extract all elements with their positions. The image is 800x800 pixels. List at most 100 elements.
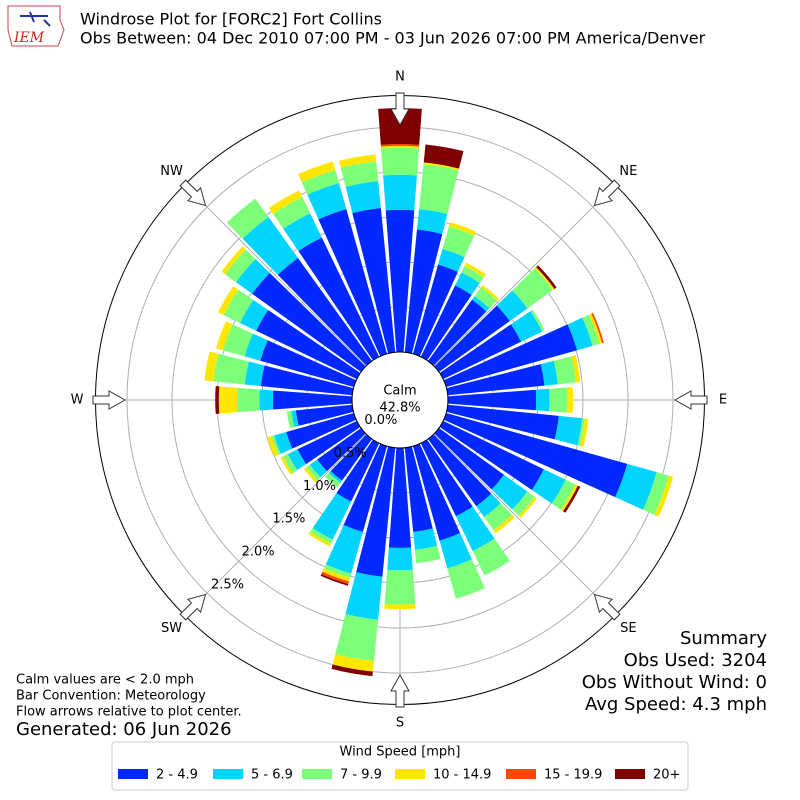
bar-segment <box>563 485 581 513</box>
bar-segment <box>535 388 550 412</box>
y-tick-label: 2.5% <box>211 578 244 593</box>
x-tick-label: W <box>71 393 84 408</box>
legend-swatch <box>118 769 148 779</box>
summary-line: Obs Without Wind: 0 <box>582 672 767 693</box>
flow-arrow <box>673 390 708 410</box>
bar-segment <box>439 324 522 380</box>
bar-segment <box>307 183 347 220</box>
bar-segment <box>428 434 492 507</box>
legend-label: 7 - 9.9 <box>340 768 382 783</box>
bar-segment <box>273 196 311 229</box>
bar-segment <box>324 473 341 488</box>
x-tick-label: NW <box>160 164 183 179</box>
calm-circle <box>351 351 449 449</box>
bar-segment <box>322 568 350 582</box>
bar-segment <box>221 246 246 275</box>
bar-segment <box>643 472 669 515</box>
bar-segment <box>223 289 254 323</box>
note: Bar Convention: Meteorology <box>16 689 206 704</box>
y-tick-label: 2.0% <box>242 545 275 560</box>
bar-segment <box>443 412 628 498</box>
grid-line <box>184 433 367 616</box>
bar-segment <box>308 531 331 547</box>
generated: Generated: 06 Jun 2026 <box>16 719 232 740</box>
bar-segment <box>380 145 420 149</box>
bar-segment <box>291 410 299 427</box>
legend-label: 20+ <box>653 768 680 783</box>
bar-segment <box>447 559 485 599</box>
bar-segment <box>325 524 363 574</box>
bar-segment <box>428 299 487 366</box>
bar-segment <box>534 267 555 291</box>
bar-segment <box>560 484 578 512</box>
flow-arrow <box>593 593 621 621</box>
bar-segment <box>420 285 472 361</box>
bar-segment <box>476 493 501 518</box>
bar-segment <box>404 229 443 354</box>
bar-segment <box>244 361 265 387</box>
bar-segment <box>283 213 322 252</box>
bar-segment <box>412 264 458 357</box>
legend-swatch <box>615 769 645 779</box>
bar-segment <box>654 475 674 517</box>
bar-segment <box>312 493 352 540</box>
bar-segment <box>259 389 274 411</box>
x-tick-label: S <box>396 716 404 731</box>
bar-segment <box>438 248 465 272</box>
bar-segment <box>317 428 366 472</box>
bar-segment <box>306 464 321 481</box>
bar-segment <box>218 286 239 316</box>
y-tick-label: 1.5% <box>272 512 305 527</box>
bar-segment <box>615 463 657 510</box>
bar-segment <box>481 285 499 301</box>
bar-segment <box>321 571 350 584</box>
bar-segment <box>222 324 253 357</box>
bar-segment <box>582 314 600 346</box>
bar-segment <box>423 144 464 169</box>
x-tick-label: N <box>395 70 405 85</box>
legend-swatch <box>395 769 425 779</box>
bar-segment <box>383 174 417 211</box>
bar-segment <box>301 170 340 195</box>
logo-mark <box>20 11 51 27</box>
bar-segment <box>419 164 459 214</box>
bar-segment <box>272 390 353 410</box>
bar-segment <box>242 217 298 275</box>
bar-segment <box>464 262 486 278</box>
bar-segment <box>204 351 219 382</box>
bar-segment <box>335 613 379 661</box>
bar-segment <box>420 439 473 517</box>
x-tick-label: E <box>719 393 727 408</box>
bar-segment <box>304 467 318 483</box>
bar-segment <box>512 268 553 309</box>
bar-segment <box>328 471 343 483</box>
bar-segment <box>318 209 388 357</box>
bar-segment <box>252 272 366 372</box>
chart-subtitle: Obs Between: 04 Dec 2010 07:00 PM - 03 J… <box>80 29 706 48</box>
bar-segment <box>331 664 373 677</box>
bar-segment <box>336 439 380 502</box>
bar-segment <box>381 147 419 176</box>
bar-segment <box>434 305 510 372</box>
legend-box <box>111 741 689 791</box>
bar-segment <box>309 459 327 478</box>
bar-segment <box>536 265 557 290</box>
legend-swatch <box>506 769 536 779</box>
legend-label: 15 - 19.9 <box>544 768 602 783</box>
flow-arrow <box>92 390 127 410</box>
legend: 2 - 4.9 5 - 6.9 7 - 9.9 10 - 14.9 15 - 19.9 2… <box>118 768 680 783</box>
bar-segment <box>320 574 349 586</box>
bar-segment <box>423 162 459 171</box>
bar-segment <box>297 420 361 465</box>
bar-segment <box>260 340 357 388</box>
bar-segment <box>340 161 379 187</box>
bar-segment <box>277 257 372 366</box>
bar-segment <box>567 387 574 413</box>
bar-segment <box>332 654 374 672</box>
x-tick-label: SW <box>161 621 182 636</box>
legend-title: Wind Speed [mph] <box>340 745 461 760</box>
summary-line: Obs Used: 3204 <box>624 650 767 671</box>
bar-segment <box>579 418 589 447</box>
summary-line: Avg Speed: 4.3 mph <box>585 694 767 715</box>
